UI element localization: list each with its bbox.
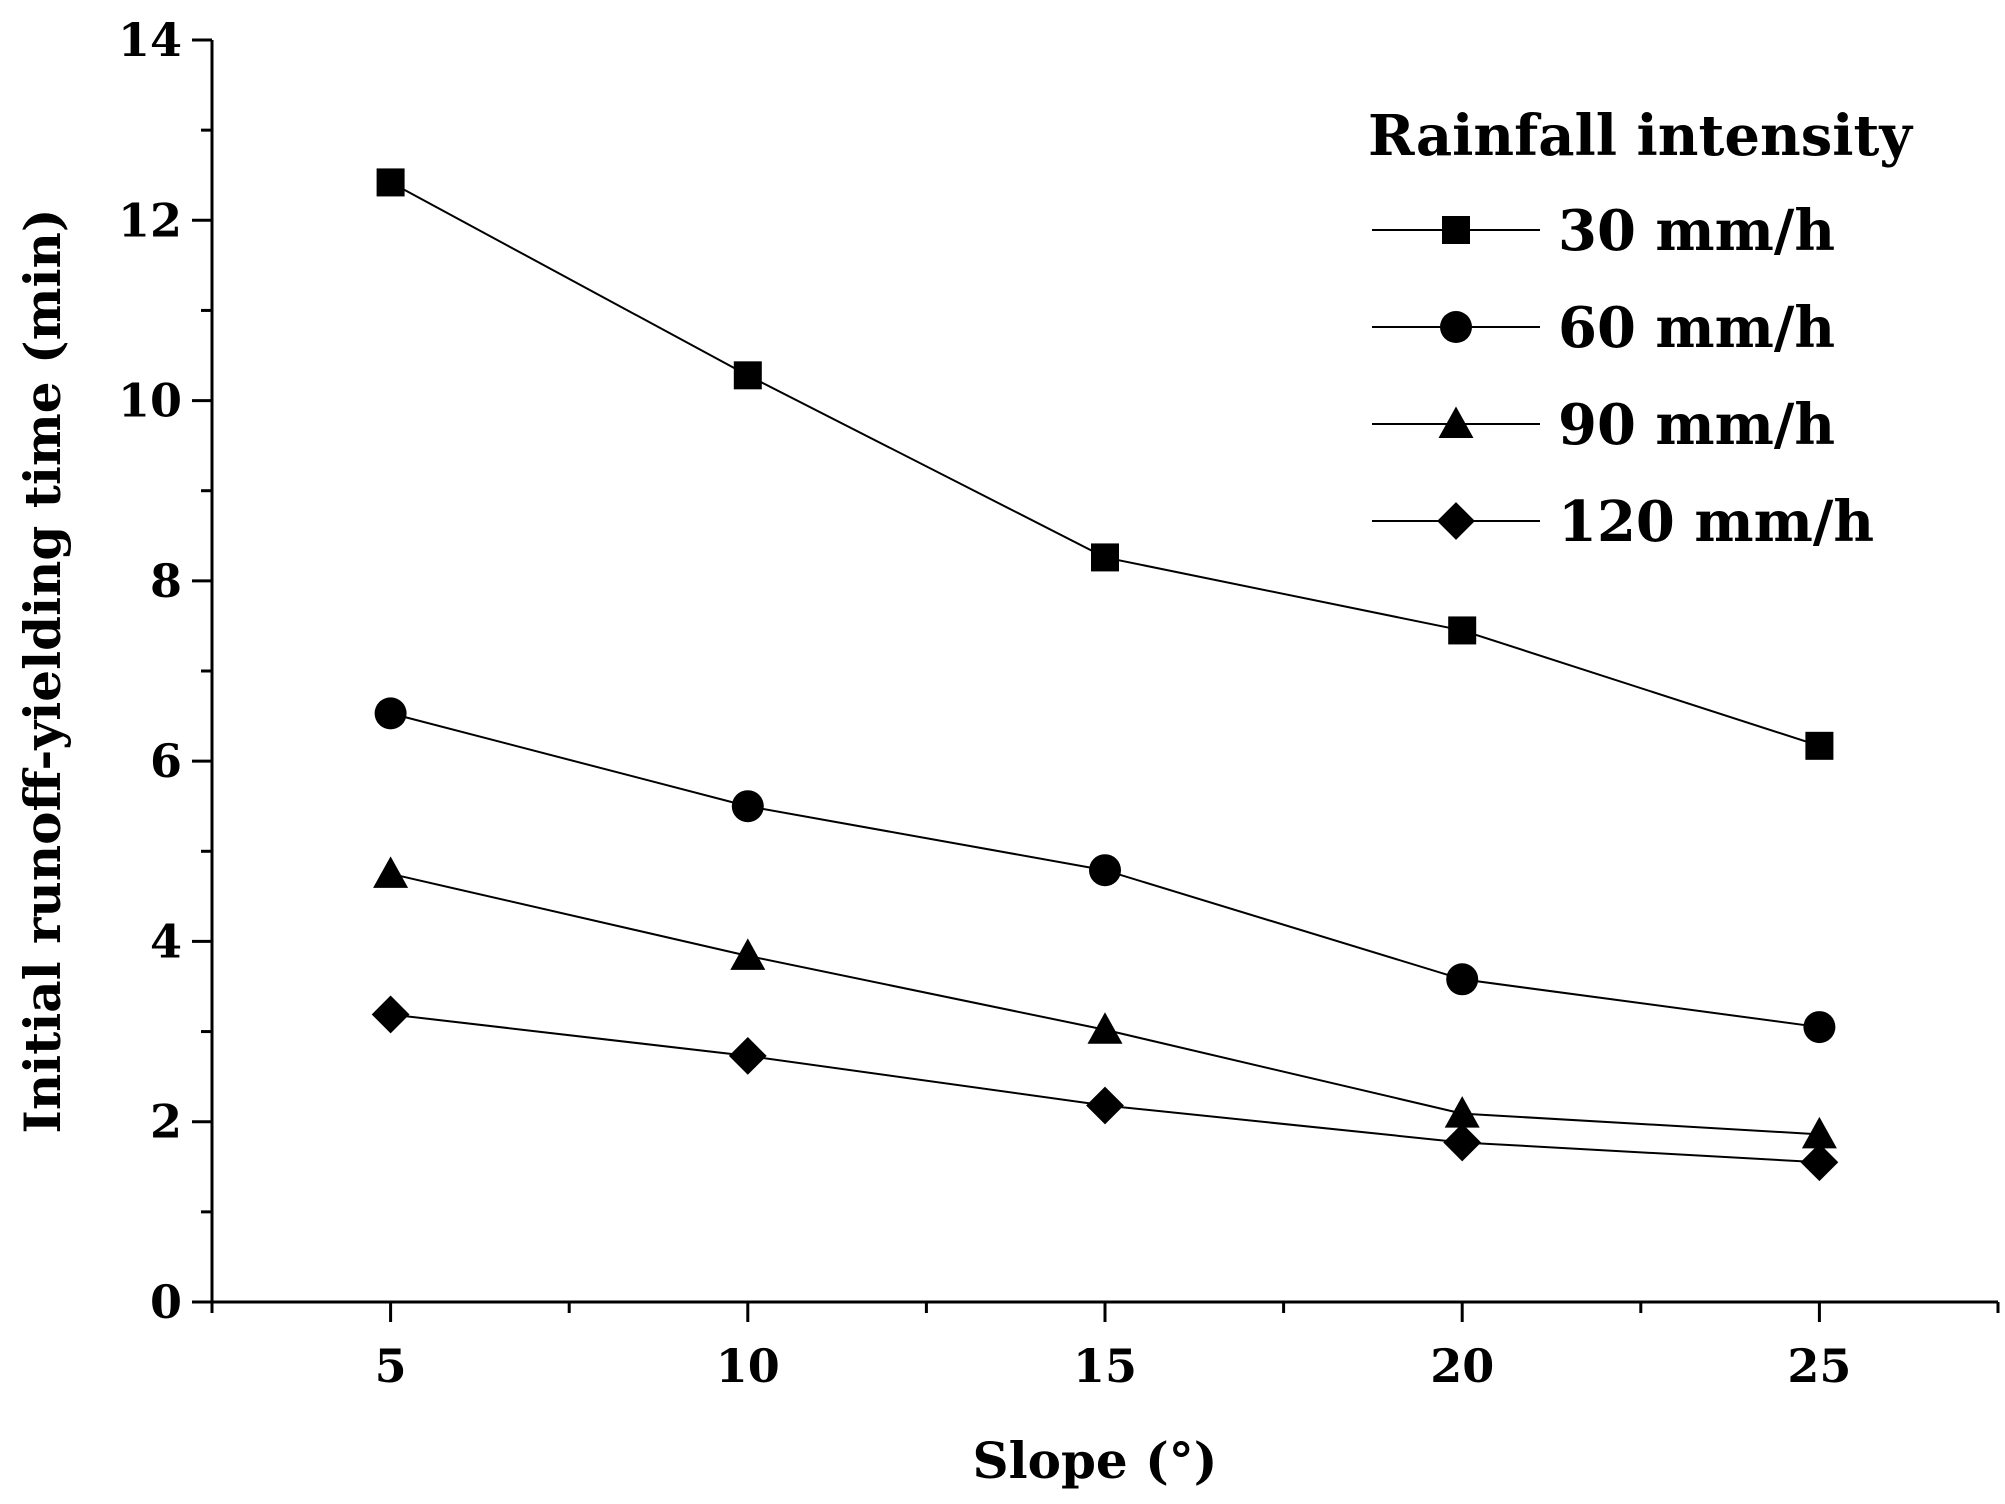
- x-axis-title: Slope (°): [973, 1431, 1218, 1490]
- series-30-mm-h: [376, 168, 1834, 760]
- data-point: [374, 697, 407, 730]
- x-tick-label: 5: [375, 1339, 407, 1393]
- data-point: [371, 995, 410, 1034]
- legend-label: 30 mm/h: [1558, 198, 1835, 264]
- y-tick-label: 0: [150, 1275, 182, 1329]
- data-point: [1086, 1086, 1124, 1125]
- y-tick-label: 12: [118, 193, 182, 247]
- series-90-mm-h: [373, 856, 1837, 1149]
- legend-item: 60 mm/h: [1372, 295, 1835, 361]
- series-group: [371, 168, 1839, 1182]
- y-tick-label: 4: [150, 914, 182, 968]
- y-tick-label: 2: [150, 1095, 182, 1149]
- data-point: [1443, 1123, 1482, 1162]
- series-60-mm-h: [374, 697, 1836, 1044]
- data-point: [376, 168, 405, 197]
- data-point: [1091, 543, 1119, 572]
- data-point: [1803, 1011, 1836, 1044]
- series-120-mm-h: [371, 995, 1839, 1182]
- series-line: [390, 181, 1820, 747]
- y-tick-label: 6: [150, 734, 182, 788]
- y-tick-label: 10: [118, 374, 182, 428]
- legend-marker: [1438, 406, 1474, 438]
- data-point: [733, 361, 762, 390]
- x-tick-label: 25: [1787, 1339, 1851, 1393]
- legend-label: 90 mm/h: [1558, 392, 1835, 458]
- x-tick-label: 20: [1430, 1339, 1494, 1393]
- data-point: [728, 1037, 767, 1075]
- legend-item: 30 mm/h: [1372, 198, 1835, 264]
- data-point: [1800, 1143, 1839, 1182]
- legend-label: 60 mm/h: [1558, 295, 1835, 361]
- x-tick-label: 15: [1073, 1339, 1137, 1393]
- legend-item: 120 mm/h: [1372, 489, 1874, 555]
- data-point: [1446, 963, 1479, 996]
- legend-marker: [1440, 311, 1472, 343]
- data-point: [1805, 731, 1834, 760]
- data-point: [731, 790, 764, 823]
- legend-item: 90 mm/h: [1372, 392, 1835, 458]
- axes: 0 2 4 6 8 10 12 14 5 10 15 20 25: [118, 13, 2000, 1393]
- data-point: [1089, 854, 1121, 887]
- y-axis-title: Initial runoff-yielding time (min): [13, 208, 72, 1133]
- data-point: [1801, 1116, 1837, 1149]
- x-tick-label: 10: [716, 1339, 780, 1393]
- legend-marker: [1442, 216, 1470, 244]
- data-point: [730, 938, 766, 970]
- data-point: [373, 856, 409, 888]
- legend-title: Rainfall intensity: [1368, 103, 1913, 169]
- legend: Rainfall intensity 30 mm/h 60 mm/h 90 mm/h…: [1368, 103, 1913, 555]
- y-tick-label: 8: [150, 554, 182, 608]
- data-point: [1087, 1012, 1123, 1044]
- data-point: [1448, 616, 1477, 645]
- legend-marker: [1437, 502, 1475, 540]
- data-point: [1444, 1096, 1480, 1128]
- legend-label: 120 mm/h: [1558, 489, 1874, 555]
- y-tick-label: 14: [118, 13, 182, 67]
